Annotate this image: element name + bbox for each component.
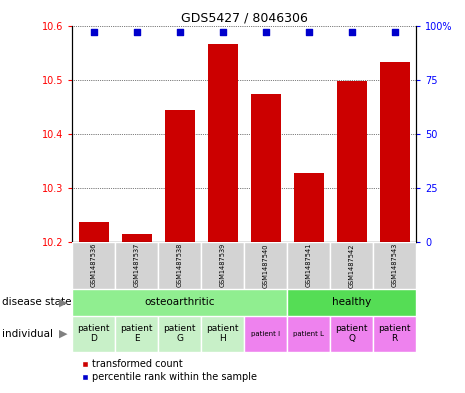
Text: patient
D: patient D [77, 324, 110, 343]
Bar [287, 289, 416, 316]
Text: osteoarthritic: osteoarthritic [144, 297, 215, 307]
Bar [79, 222, 109, 242]
Point [391, 29, 399, 35]
Point [262, 29, 269, 35]
Text: individual: individual [2, 329, 53, 339]
Text: ▶: ▶ [60, 329, 68, 339]
Point [305, 29, 312, 35]
Point [219, 29, 226, 35]
Text: GSM1487538: GSM1487538 [177, 243, 183, 287]
Bar [330, 316, 373, 352]
Bar [287, 316, 330, 352]
Bar [72, 242, 115, 289]
Bar [373, 316, 416, 352]
Bar [244, 242, 287, 289]
Bar [121, 233, 152, 242]
Text: patient
H: patient H [206, 324, 239, 343]
Point [133, 29, 140, 35]
Bar [158, 242, 201, 289]
Bar [330, 242, 373, 289]
Bar [287, 242, 330, 289]
Text: GSM1487543: GSM1487543 [392, 243, 398, 287]
Bar [207, 44, 238, 242]
Text: GSM1487541: GSM1487541 [306, 243, 312, 287]
Bar [379, 62, 410, 242]
Bar [201, 242, 244, 289]
Text: patient
R: patient R [379, 324, 411, 343]
Point [90, 29, 97, 35]
Bar [115, 242, 158, 289]
Text: patient
G: patient G [163, 324, 196, 343]
Point [176, 29, 183, 35]
Text: GSM1487536: GSM1487536 [91, 243, 97, 287]
Bar [158, 316, 201, 352]
Bar [293, 173, 324, 242]
Legend: transformed count, percentile rank within the sample: transformed count, percentile rank withi… [77, 356, 261, 386]
Point [348, 29, 355, 35]
Bar [337, 81, 367, 242]
Text: healthy: healthy [332, 297, 371, 307]
Text: disease state: disease state [2, 297, 72, 307]
Bar [72, 289, 287, 316]
Text: patient
E: patient E [120, 324, 153, 343]
Text: GSM1487537: GSM1487537 [133, 243, 140, 287]
Bar [115, 316, 158, 352]
Text: ▶: ▶ [60, 297, 68, 307]
Bar [165, 110, 195, 242]
Title: GDS5427 / 8046306: GDS5427 / 8046306 [181, 11, 307, 24]
Bar [72, 316, 115, 352]
Bar [373, 242, 416, 289]
Text: patient I: patient I [251, 331, 280, 337]
Bar [251, 94, 281, 242]
Bar [244, 316, 287, 352]
Text: patient L: patient L [293, 331, 324, 337]
Text: GSM1487540: GSM1487540 [263, 243, 269, 288]
Bar [201, 316, 244, 352]
Text: GSM1487539: GSM1487539 [219, 243, 226, 287]
Text: patient
Q: patient Q [335, 324, 368, 343]
Text: GSM1487542: GSM1487542 [349, 243, 355, 288]
